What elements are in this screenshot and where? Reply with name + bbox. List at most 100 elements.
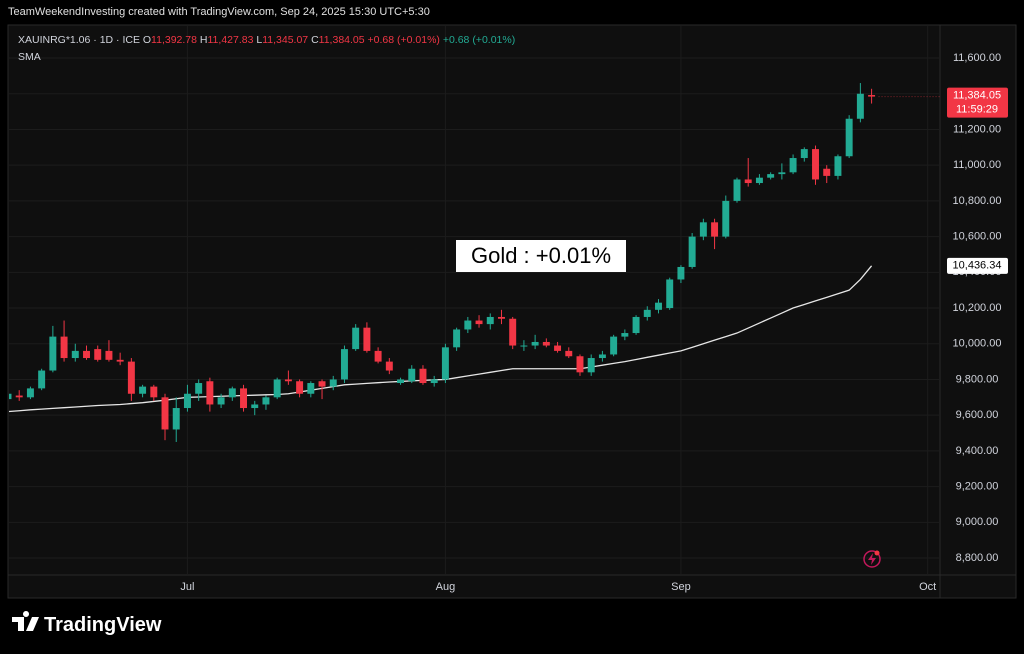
- countdown: 11:59:29: [956, 104, 998, 116]
- candle-body: [475, 320, 483, 325]
- alert-icon[interactable]: [863, 550, 881, 568]
- candle-body: [116, 359, 124, 362]
- candle-body: [273, 379, 281, 398]
- candle-body: [307, 383, 315, 394]
- candle-body: [161, 397, 169, 430]
- candle-body: [71, 350, 79, 359]
- y-tick-label: 11,200.00: [953, 123, 1001, 135]
- candle-body: [105, 350, 113, 360]
- alert-dot: [874, 550, 880, 556]
- candle-body: [453, 329, 461, 348]
- candle-body: [767, 174, 775, 178]
- candle-body: [251, 404, 259, 409]
- y-tick-label: 10,000.00: [953, 338, 1002, 350]
- logo-icon: [12, 611, 39, 631]
- candle-body: [464, 320, 472, 330]
- annotation: Gold : +0.01%: [471, 243, 611, 268]
- candle-body: [150, 386, 158, 398]
- annotation-box: [456, 240, 626, 272]
- candle-body: [352, 327, 360, 350]
- candle-body: [834, 156, 842, 176]
- candle-body: [587, 358, 595, 373]
- high-value: 11,427.83: [207, 34, 254, 46]
- candle-body: [868, 95, 876, 97]
- sma-legend: SMA: [18, 51, 41, 63]
- candle-body: [845, 118, 853, 157]
- y-tick-label: 9,000.00: [956, 516, 999, 528]
- x-tick-label: Jul: [180, 581, 194, 593]
- low-value: 11,345.07: [262, 34, 309, 46]
- candle-body: [520, 345, 528, 347]
- candle-body: [856, 93, 864, 119]
- sma-price-label: 10,436.34: [953, 260, 1002, 272]
- sma-line: [9, 265, 873, 413]
- y-tick-label: 9,800.00: [956, 373, 999, 385]
- candle-body: [217, 397, 225, 405]
- candle-body: [60, 336, 68, 359]
- logo: TradingView: [44, 614, 162, 636]
- candle-body: [542, 341, 550, 346]
- symbol: XAUINRG*1.06 · 1D · ICE: [18, 34, 140, 46]
- candle-body: [643, 309, 651, 317]
- candle-body: [531, 341, 539, 346]
- candle-body: [565, 350, 573, 357]
- candle-body: [329, 379, 337, 387]
- candle-body: [823, 168, 831, 176]
- y-tick-label: 11,600.00: [953, 52, 1001, 64]
- candle-body: [94, 349, 102, 360]
- candle-body: [340, 349, 348, 380]
- candle-body: [655, 302, 662, 310]
- y-tick-label: 10,600.00: [953, 231, 1002, 243]
- candle-body: [9, 393, 12, 400]
- candle-body: [419, 368, 427, 384]
- candle-body: [744, 179, 752, 184]
- x-tick-label: Oct: [919, 581, 936, 593]
- candle-body: [486, 316, 494, 325]
- candle-body: [789, 158, 797, 173]
- o-label: O: [142, 34, 152, 46]
- candle-body: [610, 336, 618, 355]
- candle-body: [374, 350, 382, 362]
- open-value: 11,392.78: [151, 34, 197, 46]
- candle-body: [183, 393, 191, 409]
- candle-body: [755, 177, 763, 184]
- change-alt: +0.68 (+0.01%): [442, 34, 516, 46]
- candle-body: [228, 388, 236, 398]
- c-label: C: [311, 34, 319, 46]
- candle-body: [812, 149, 819, 180]
- candle-body: [554, 345, 562, 351]
- candle-body: [699, 222, 707, 237]
- candle-body: [677, 266, 685, 280]
- candle-body: [800, 149, 808, 159]
- candle-body: [195, 383, 203, 394]
- candle-body: [206, 381, 214, 405]
- candle-body: [26, 388, 34, 398]
- candle-body: [172, 408, 180, 430]
- candle-body: [430, 379, 438, 384]
- candle-body: [688, 236, 696, 267]
- x-tick-label: Sep: [671, 581, 691, 593]
- candle-body: [408, 368, 416, 382]
- candle-body: [240, 388, 248, 409]
- last-price-label: 11,384.05: [953, 90, 1001, 102]
- candle-body: [38, 370, 46, 389]
- candle-body: [318, 381, 326, 387]
- y-tick-label: 9,600.00: [956, 409, 999, 421]
- candle-body: [722, 200, 730, 237]
- y-tick-label: 9,200.00: [956, 481, 999, 493]
- last-price-box: [947, 87, 1008, 118]
- h-label: H: [199, 34, 208, 46]
- candle-body: [498, 316, 505, 319]
- candle-body: [711, 222, 719, 237]
- candle-body: [262, 397, 270, 405]
- candle-body: [363, 327, 371, 351]
- candle-body: [284, 379, 292, 382]
- change: +0.68 (+0.01%): [367, 34, 440, 46]
- y-tick-label: 10,200.00: [953, 302, 1002, 314]
- candle-body: [576, 356, 584, 373]
- candle-body: [296, 381, 304, 394]
- candle-body: [778, 172, 786, 175]
- candle-body: [509, 318, 517, 346]
- candle-body: [127, 361, 135, 394]
